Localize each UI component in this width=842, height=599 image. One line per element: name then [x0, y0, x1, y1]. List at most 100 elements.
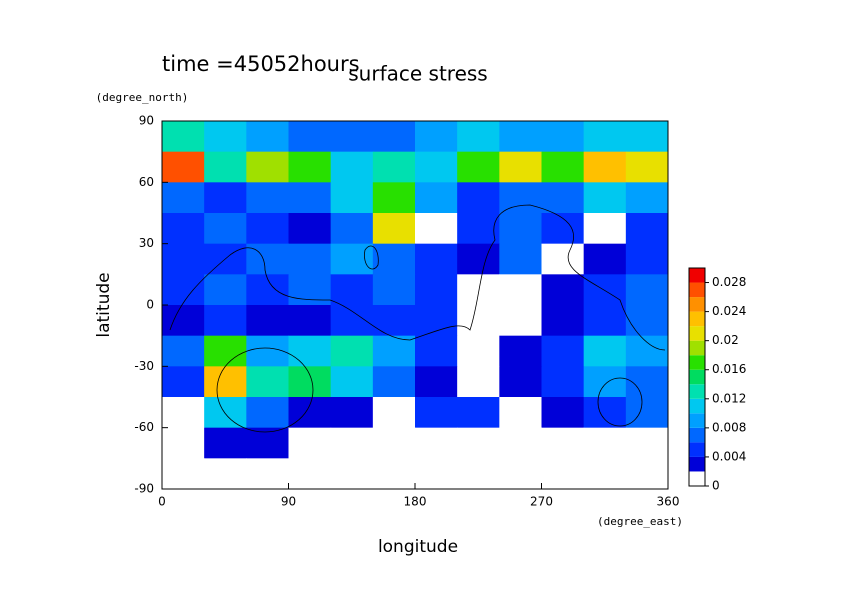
y-unit: (degree_north) [96, 91, 189, 104]
stress-cell [330, 335, 374, 367]
stress-cell [499, 213, 542, 245]
stress-cell [246, 213, 289, 245]
stress-cell [457, 274, 500, 306]
stress-cell [625, 335, 669, 367]
stress-cell [204, 213, 247, 245]
stress-cell [583, 182, 627, 214]
stress-cell [330, 121, 374, 153]
stress-cell [162, 335, 205, 367]
stress-cell [246, 366, 289, 398]
stress-cell [288, 182, 332, 214]
colorbar-band [689, 471, 705, 486]
stress-cell [288, 397, 332, 429]
stress-cell [372, 305, 416, 337]
stress-cell [625, 458, 669, 490]
stress-cell [372, 151, 416, 183]
stress-cell [583, 274, 627, 306]
colorbar-band [689, 369, 705, 385]
stress-cell [288, 458, 332, 490]
stress-cell [162, 213, 205, 245]
stress-cell [499, 182, 542, 214]
colorbar-band [689, 340, 705, 356]
stress-cell [415, 335, 458, 367]
stress-cell [204, 182, 247, 214]
stress-cell [246, 182, 289, 214]
stress-cell [330, 458, 374, 490]
coastline [597, 377, 643, 427]
colorbar-tick-label: 0.004 [712, 449, 746, 463]
stress-cell [204, 427, 247, 459]
stress-cell [372, 182, 416, 214]
colorbar-band [689, 427, 705, 443]
stress-cell [204, 335, 247, 367]
stress-cell [583, 397, 627, 429]
stress-cell [457, 305, 500, 337]
stress-cell [457, 243, 500, 275]
stress-cell [372, 121, 416, 153]
stress-cell [288, 427, 332, 459]
stress-cell [541, 427, 585, 459]
stress-cell [372, 397, 416, 429]
stress-cell [415, 213, 458, 245]
stress-cell [204, 121, 247, 153]
stress-cell [372, 335, 416, 367]
stress-cell [541, 274, 585, 306]
colorbar-band [689, 398, 705, 414]
stress-cell [372, 366, 416, 398]
stress-cell [204, 305, 247, 337]
stress-cell [541, 182, 585, 214]
stress-cell [625, 182, 669, 214]
stress-cell [583, 151, 627, 183]
stress-cell [541, 121, 585, 153]
stress-cell [625, 121, 669, 153]
y-axis-label: latitude [94, 272, 114, 337]
x-tick-label: 90 [281, 495, 296, 509]
stress-cell [457, 121, 500, 153]
colorbar-band [689, 326, 705, 341]
y-tick-label: -60 [134, 420, 154, 434]
y-tick-label: -30 [134, 359, 154, 373]
stress-cell [246, 121, 289, 153]
stress-cell [541, 335, 585, 367]
x-tick-label: 0 [158, 495, 166, 509]
stress-cell [625, 243, 669, 275]
stress-cell [499, 305, 542, 337]
stress-cell [541, 305, 585, 337]
stress-cell [499, 427, 542, 459]
colorbar-tick-label: 0.012 [712, 391, 746, 405]
stress-cell [415, 305, 458, 337]
colorbar-band [689, 268, 705, 283]
stress-cell [625, 366, 669, 398]
stress-cell [330, 366, 374, 398]
stress-cell [457, 458, 500, 490]
stress-cell [625, 151, 669, 183]
stress-cell [541, 151, 585, 183]
stress-cell [541, 366, 585, 398]
stress-cell [162, 458, 205, 490]
stress-cell [246, 335, 289, 367]
colorbar-band [689, 355, 705, 370]
stress-cell [415, 427, 458, 459]
stress-cell [499, 366, 542, 398]
stress-cell [288, 213, 332, 245]
colorbar-tick-label: 0 [712, 479, 720, 493]
colorbar-tick-label: 0.024 [712, 304, 746, 318]
stress-cell [162, 243, 205, 275]
stress-cell [457, 151, 500, 183]
stress-cell [330, 427, 374, 459]
stress-cell [457, 397, 500, 429]
stress-cell [372, 427, 416, 459]
colorbar-tick-label: 0.016 [712, 362, 746, 376]
stress-cell [372, 274, 416, 306]
stress-cell [288, 151, 332, 183]
coastline [169, 204, 666, 351]
x-axis-label: longitude [378, 537, 458, 557]
colorbar-band [689, 282, 705, 298]
stress-cell [246, 427, 289, 459]
stress-cell [162, 151, 205, 183]
colorbar-frame [688, 267, 706, 487]
stress-cell [415, 458, 458, 490]
stress-cell [625, 427, 669, 459]
stress-cell [204, 458, 247, 490]
stress-cell [457, 213, 500, 245]
